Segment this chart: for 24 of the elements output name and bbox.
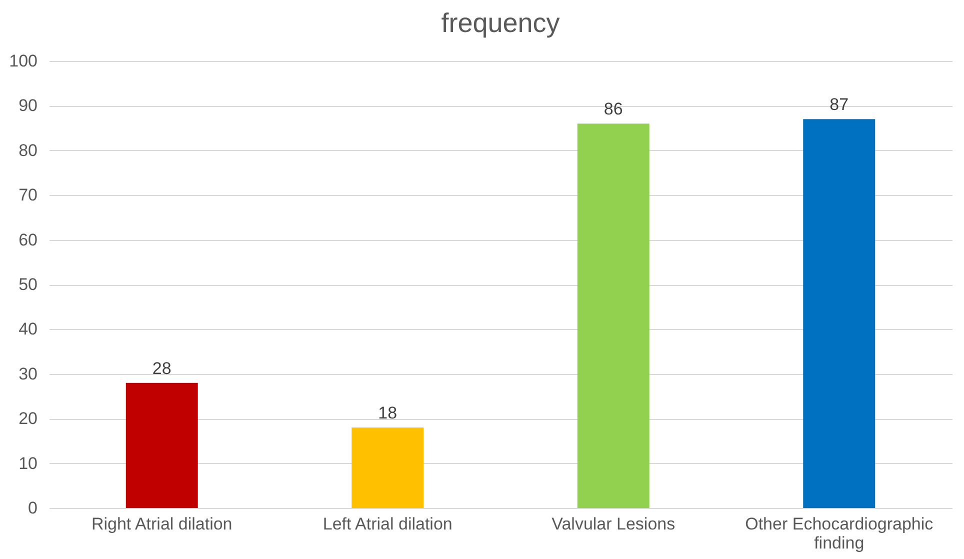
x-tick-label: Left Atrial dilation bbox=[322, 514, 452, 534]
bar bbox=[803, 119, 876, 508]
y-tick-label: 80 bbox=[18, 140, 38, 160]
y-tick-label: 50 bbox=[18, 275, 38, 294]
y-tick-label: 90 bbox=[18, 96, 38, 116]
y-tick-label: 100 bbox=[9, 52, 38, 70]
data-label: 86 bbox=[604, 100, 623, 119]
x-tick-label: Right Atrial dilation bbox=[91, 514, 232, 534]
x-tick-label: Other Echocardiographic finding bbox=[745, 514, 934, 552]
chart-title: frequency bbox=[441, 8, 560, 38]
y-tick-label: 20 bbox=[18, 409, 38, 428]
bar bbox=[126, 382, 198, 508]
bar bbox=[577, 124, 650, 508]
bar bbox=[352, 428, 424, 508]
y-tick-label: 40 bbox=[18, 320, 38, 339]
y-tick-label: 70 bbox=[18, 186, 38, 205]
data-label: 87 bbox=[830, 95, 849, 114]
x-tick-label: Valvular Lesions bbox=[552, 514, 676, 534]
y-tick-label: 10 bbox=[18, 454, 38, 473]
y-tick-label: 60 bbox=[18, 230, 38, 250]
y-tick-label: 30 bbox=[18, 364, 38, 384]
data-label: 28 bbox=[152, 358, 172, 378]
data-label: 18 bbox=[378, 404, 398, 423]
y-tick-label: 0 bbox=[28, 498, 38, 518]
